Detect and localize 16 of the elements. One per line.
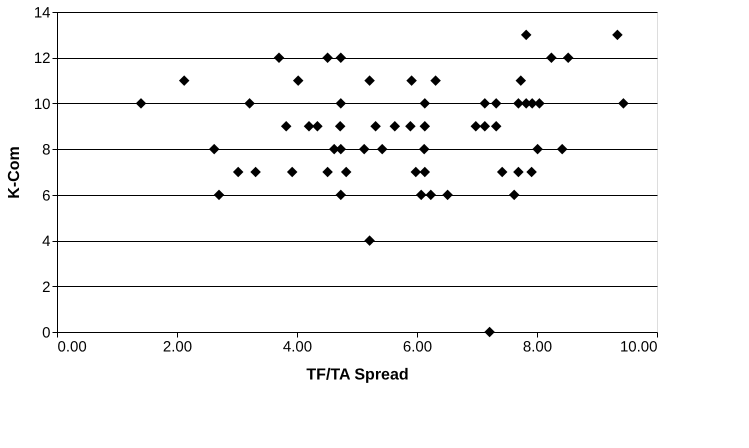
y-tick-label: 2 (42, 278, 50, 296)
x-tick-label: 2.00 (162, 338, 192, 356)
y-tick-label: 0 (42, 324, 50, 342)
x-tick-label: 8.00 (522, 338, 552, 356)
y-tick-label: 10 (34, 96, 50, 113)
x-tick-label: 10.00 (620, 338, 658, 356)
y-tick-label: 6 (42, 187, 50, 204)
y-tick-label: 4 (42, 233, 50, 250)
y-tick-label: 14 (34, 4, 50, 22)
x-tick-label: 4.00 (282, 338, 312, 356)
y-tick-label: 8 (42, 142, 50, 159)
y-tick-label: 12 (34, 50, 50, 68)
x-tick-label: 6.00 (402, 338, 432, 356)
x-axis-title: TF/TA Spread (306, 366, 409, 384)
y-axis-title: K-Com (6, 146, 23, 199)
x-tick-label: 0.00 (58, 338, 87, 356)
